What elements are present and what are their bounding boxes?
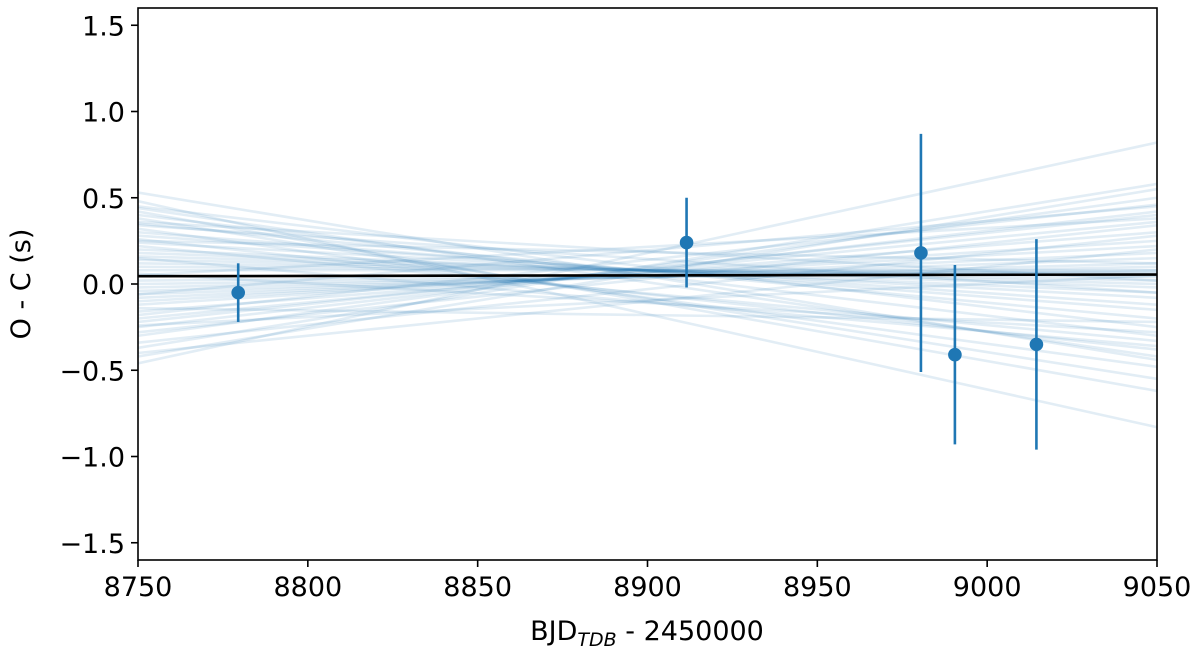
posterior-sample-line (138, 220, 1157, 320)
posterior-sample-line (138, 213, 1157, 324)
posterior-sample-line (138, 222, 1157, 320)
posterior-sample-line (138, 206, 1157, 358)
y-axis-label: O - C (s) (6, 229, 37, 340)
posterior-sample-line (138, 244, 1157, 343)
x-tick-label: 8750 (104, 572, 173, 603)
posterior-sample-line (138, 241, 1157, 300)
data-point (948, 347, 962, 362)
y-tick-label: −1.5 (59, 529, 125, 560)
posterior-sample-line (138, 248, 1157, 294)
y-tick-label: 1.5 (82, 11, 125, 42)
posterior-sample-lines (138, 141, 1157, 429)
posterior-sample-line (138, 244, 1157, 303)
data-point (231, 285, 246, 300)
posterior-sample-line (138, 224, 1157, 294)
posterior-sample-line (138, 187, 1157, 358)
posterior-sample-line (138, 220, 1157, 282)
posterior-sample-line (138, 224, 1157, 334)
data-point (1029, 337, 1044, 352)
posterior-sample-line (138, 182, 1157, 350)
posterior-sample-line (138, 199, 1157, 429)
x-tick-label: 8950 (783, 572, 852, 603)
y-axis: −1.5 −1.0 −0.5 0.0 0.5 1.0 1.5 (59, 11, 138, 560)
best-fit-line (138, 273, 1157, 278)
best-fit-line-layer (138, 273, 1157, 278)
posterior-sample-line (138, 306, 1157, 324)
posterior-sample-line (138, 256, 1157, 348)
x-axis-label-subscript: TDB (577, 629, 616, 651)
posterior-sample-line (138, 265, 1157, 275)
posterior-sample-line (138, 272, 1157, 334)
y-tick-label: 0.0 (82, 270, 125, 301)
data-points (231, 133, 1044, 450)
posterior-sample-line (138, 234, 1157, 306)
x-axis-label-suffix: - 2450000 (617, 616, 764, 647)
posterior-sample-line (138, 234, 1157, 344)
posterior-sample-line (138, 268, 1157, 286)
x-tick-label: 8800 (273, 572, 342, 603)
x-axis: 8750 8800 8850 8900 8950 9000 9050 (104, 560, 1192, 603)
posterior-sample-line (138, 258, 1157, 282)
x-tick-label: 9050 (1123, 572, 1192, 603)
posterior-sample-line (138, 196, 1157, 338)
posterior-sample-line (138, 239, 1157, 306)
posterior-sample-line (138, 217, 1157, 277)
posterior-sample-line (138, 265, 1157, 289)
y-tick-label: 0.5 (82, 184, 125, 215)
posterior-sample-line (138, 239, 1157, 265)
y-tick-label: 1.0 (82, 98, 125, 129)
x-axis-label-main: BJD (530, 616, 577, 647)
x-tick-label: 9000 (953, 572, 1022, 603)
posterior-sample-line (138, 205, 1157, 296)
data-point (914, 246, 928, 260)
y-tick-label: −0.5 (59, 356, 125, 387)
posterior-sample-line (138, 274, 1157, 327)
posterior-sample-line (138, 237, 1157, 351)
y-tick-label: −1.0 (59, 443, 125, 474)
posterior-sample-line (138, 210, 1157, 393)
posterior-sample-line (138, 205, 1157, 329)
x-tick-label: 8900 (613, 572, 682, 603)
posterior-sample-line (138, 262, 1157, 293)
posterior-sample-line (138, 203, 1157, 317)
posterior-sample-line (138, 217, 1157, 381)
posterior-sample-line (138, 255, 1157, 286)
x-tick-label: 8850 (443, 572, 512, 603)
posterior-sample-line (138, 248, 1157, 355)
data-point (679, 235, 694, 250)
posterior-sample-line (138, 230, 1157, 313)
posterior-sample-line (138, 141, 1157, 365)
posterior-sample-line (138, 227, 1157, 369)
x-axis-label: BJDTDB - 2450000 (530, 616, 764, 651)
posterior-sample-line (138, 210, 1157, 329)
posterior-sample-line (138, 230, 1157, 312)
posterior-sample-line (138, 251, 1157, 289)
